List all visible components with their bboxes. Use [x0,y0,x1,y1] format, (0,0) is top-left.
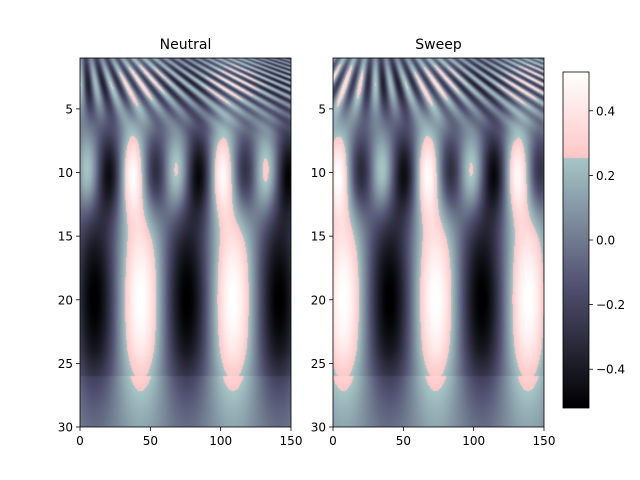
y-tick-label-neutral: 25 [58,357,73,371]
colorbar-tick-label: 0.4 [596,104,615,118]
y-tick-label-sweep: 15 [311,230,326,244]
colorbar-tick-label: −0.4 [596,363,625,377]
y-tick-label-neutral: 5 [65,102,73,116]
x-tick-label-neutral: 0 [76,434,84,448]
y-tick-label-neutral: 10 [58,166,73,180]
x-tick-label-sweep: 150 [533,434,556,448]
x-tick-label-neutral: 150 [280,434,303,448]
y-tick-label-sweep: 25 [311,357,326,371]
x-tick-label-sweep: 50 [396,434,411,448]
axes-neutral: 0 50 100 150 5 10 15 20 25 30 [58,57,303,448]
y-tick-label-sweep: 20 [311,293,326,307]
axes-sweep: 0 50 100 150 5 10 15 20 25 30 [311,57,556,448]
colorbar-axis: 0.4 0.2 0.0 −0.2 −0.4 [562,71,625,409]
x-tick-label-sweep: 0 [329,434,337,448]
y-tick-label-sweep: 10 [311,166,326,180]
y-tick-label-sweep: 5 [318,102,326,116]
axes-frame-neutral [79,57,292,428]
heatmap-neutral [80,58,291,427]
y-tick-label-sweep: 30 [311,421,326,435]
y-tick-label-neutral: 30 [58,421,73,435]
colorbar-tick-label: 0.0 [596,234,615,248]
panel-title-sweep: Sweep [415,37,462,53]
axes-frame-sweep [332,57,545,428]
x-tick-label-neutral: 100 [209,434,232,448]
x-tick-label-sweep: 100 [462,434,485,448]
colorbar-gradient [563,72,589,408]
y-tick-label-neutral: 20 [58,293,73,307]
panel-title-neutral: Neutral [160,37,212,53]
heatmap-sweep [333,58,544,427]
colorbar-tick-label: −0.2 [596,298,625,312]
x-tick-label-neutral: 50 [143,434,158,448]
colorbar-frame [562,71,590,409]
colorbar-tick-label: 0.2 [596,169,615,183]
y-tick-label-neutral: 15 [58,230,73,244]
